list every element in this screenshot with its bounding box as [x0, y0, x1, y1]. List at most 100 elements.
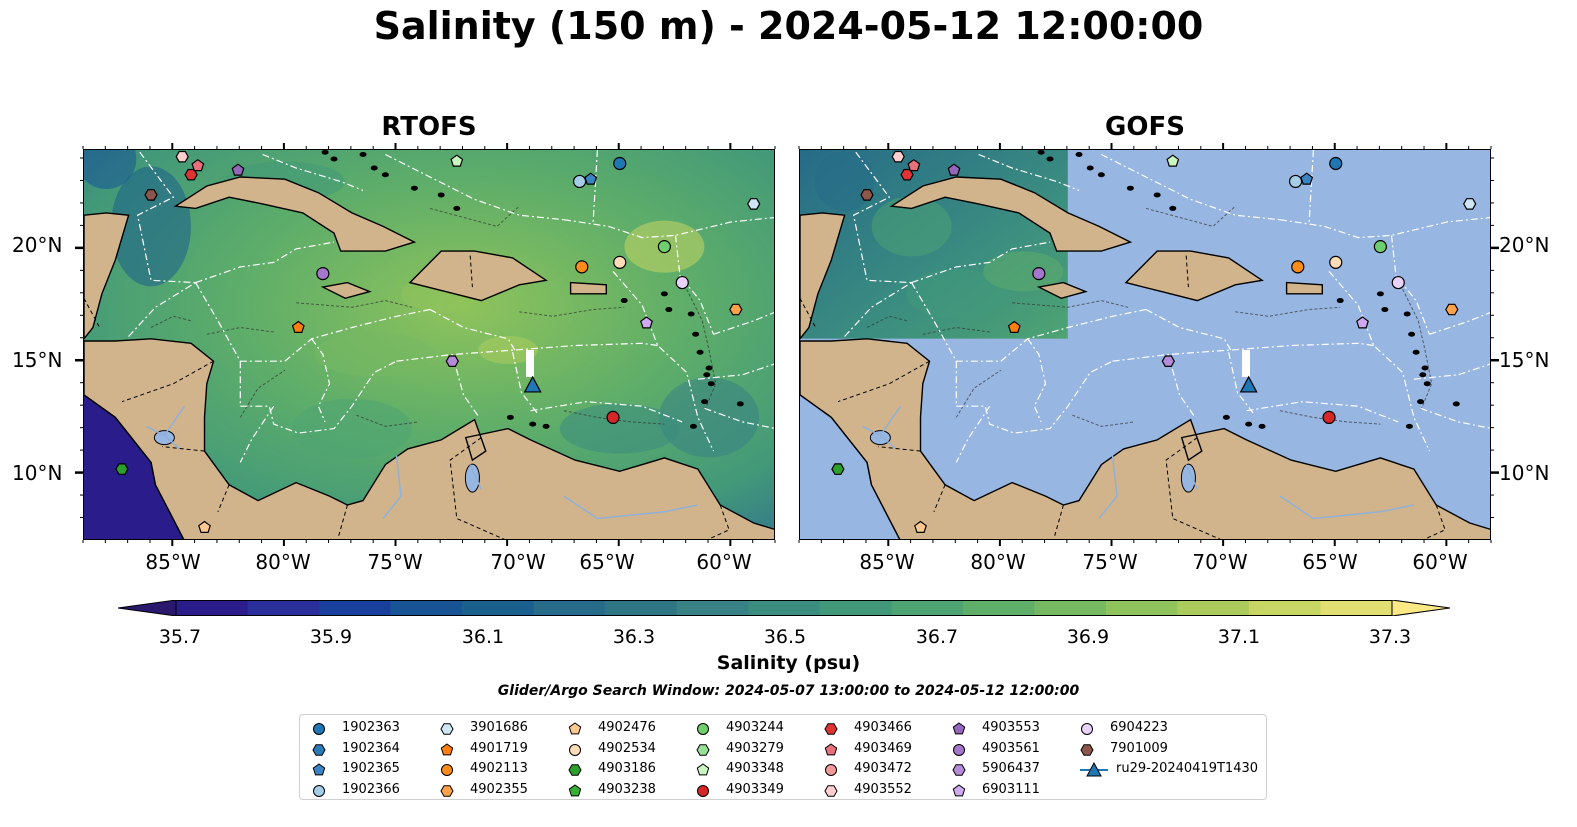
lon-label-65w-gofs: 65°W — [1302, 550, 1358, 574]
small-island — [330, 156, 338, 162]
pentagon-icon — [696, 763, 710, 776]
lat-label-15n-right: 15°N — [1499, 348, 1550, 372]
small-island — [1222, 414, 1230, 420]
legend-label: 1902365 — [342, 761, 400, 776]
legend-label: 4903186 — [598, 761, 656, 776]
pentagon-icon — [568, 783, 582, 796]
colorbar-segment — [462, 600, 535, 616]
bathymetry-contour — [922, 326, 990, 335]
colorbar-extend-min — [118, 600, 177, 616]
legend-label: 1902364 — [342, 740, 400, 756]
bathymetry-contour — [1012, 300, 1129, 308]
eez-boundary — [674, 235, 715, 335]
small-island — [696, 349, 704, 355]
eez-boundary — [239, 405, 275, 463]
eez-boundary — [311, 338, 331, 423]
float-marker-1902363 — [613, 156, 627, 171]
panel-title-rtofs: RTOFS — [381, 112, 477, 142]
river — [1279, 495, 1415, 520]
colorbar-extend-max — [1391, 600, 1450, 616]
small-island — [1037, 150, 1045, 155]
lon-label-80w-gofs: 80°W — [970, 550, 1026, 574]
bathymetry-contour — [1072, 414, 1135, 427]
small-island — [1405, 423, 1413, 429]
bathymetry-contour — [239, 369, 286, 418]
pacific-coastline — [800, 394, 901, 539]
float-marker-4903469 — [907, 158, 921, 172]
bathymetry-contour — [1402, 289, 1433, 411]
colorbar-tick: 36.3 — [612, 626, 656, 648]
eez-boundary — [451, 354, 480, 418]
float-marker-4903349 — [1322, 410, 1336, 425]
lon-label-75w-gofs: 75°W — [1082, 550, 1138, 574]
float-marker-4902534 — [1329, 255, 1343, 269]
colorbar-segment — [247, 600, 320, 616]
land-central — [800, 338, 1490, 539]
eez-boundary — [852, 151, 912, 284]
lake-nicaragua — [869, 430, 891, 446]
eez-boundary — [911, 282, 1147, 362]
float-marker-6903111 — [1356, 316, 1369, 329]
river — [563, 495, 699, 520]
colorbar-segment — [891, 600, 964, 616]
land-yucatan — [800, 212, 846, 340]
country-border — [469, 255, 473, 288]
land-hispaniola — [1124, 250, 1264, 302]
legend-label: 4902476 — [598, 720, 656, 735]
float-marker-4903553 — [947, 163, 961, 176]
country-border — [707, 504, 730, 539]
figure-title: Salinity (150 m) - 2024-05-12 12:00:00 — [373, 4, 1204, 48]
eez-boundary — [911, 241, 1051, 284]
river — [146, 405, 186, 437]
float-marker-4902476 — [198, 520, 211, 533]
small-island — [370, 165, 378, 171]
glider-track — [525, 349, 534, 377]
gofs-map — [799, 149, 1491, 540]
float-marker-4903349 — [606, 410, 620, 425]
eez-boundary — [1145, 308, 1232, 351]
eez-boundary — [704, 407, 774, 429]
float-marker-4903561 — [1032, 266, 1046, 281]
country-border — [217, 484, 230, 512]
country-border — [338, 504, 348, 537]
colorbar-segment — [1248, 600, 1321, 616]
small-island — [1408, 331, 1416, 337]
eez-boundary — [1308, 150, 1314, 225]
float-marker-4903553 — [231, 163, 245, 176]
salinity-patch — [659, 377, 760, 458]
pentagon-icon — [568, 722, 582, 735]
bathymetry-contour — [150, 315, 192, 328]
legend-label: 4902113 — [470, 761, 528, 776]
lon-label-80w: 80°W — [255, 550, 311, 574]
float-marker-4903561 — [316, 266, 330, 281]
float-marker-4902355 — [729, 303, 743, 316]
circle-icon — [697, 784, 709, 797]
eez-boundary — [136, 151, 196, 284]
circle-icon — [1081, 723, 1093, 735]
colorbar-tick: 36.7 — [915, 626, 959, 648]
salinity-patch — [110, 166, 191, 287]
legend-label: 5906437 — [982, 761, 1040, 776]
colorbar-segment — [176, 600, 249, 616]
glider-marker — [523, 375, 542, 393]
salinity-patch — [478, 335, 539, 364]
legend-label: 4903561 — [982, 740, 1040, 756]
bathymetry-contour — [866, 315, 908, 328]
salinity-patch — [84, 150, 137, 189]
float-marker-1902365 — [584, 172, 598, 185]
eez-boundary — [1420, 407, 1490, 429]
legend-label: 6903111 — [982, 781, 1040, 797]
float-marker-4902476 — [914, 520, 927, 533]
lake-maracaibo — [464, 463, 480, 493]
triangle-icon — [1080, 762, 1108, 777]
country-border — [837, 360, 930, 403]
colorbar-segment — [962, 600, 1035, 616]
colorbar-title: Salinity (psu) — [716, 652, 861, 674]
colorbar-segment — [1177, 600, 1250, 616]
eez-boundary — [239, 360, 397, 434]
eez-boundary — [128, 282, 196, 337]
lon-label-70w: 70°W — [490, 550, 546, 574]
float-marker-6903111 — [640, 316, 653, 329]
small-island — [1376, 291, 1384, 297]
float-marker-4902113 — [1291, 260, 1305, 274]
